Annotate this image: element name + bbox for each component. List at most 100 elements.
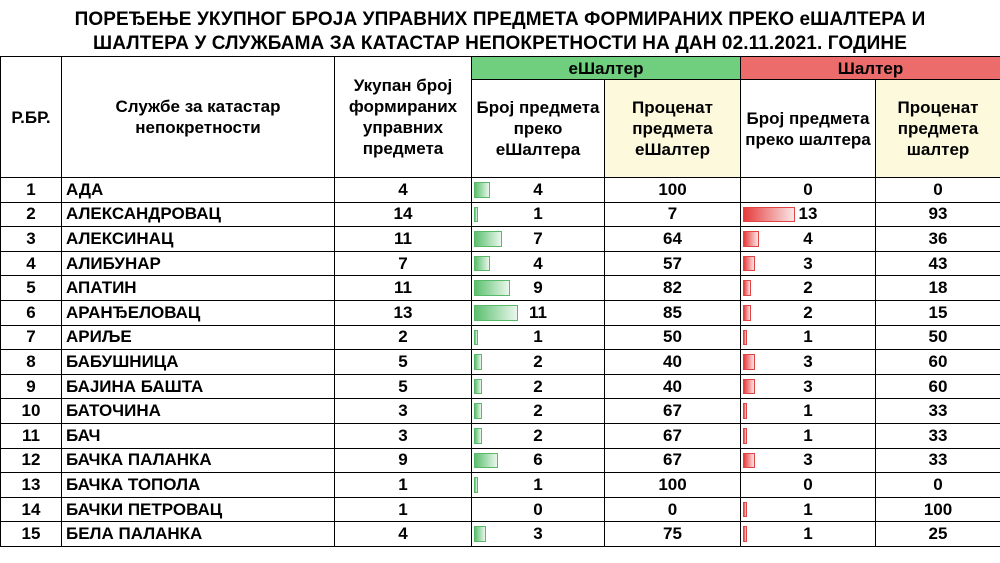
table-row: 13 БАЧКА ТОПОЛА 1 1 100 0 0 [0,472,1000,498]
eshalter-percent: 67 [604,447,741,474]
shalter-data-bar [743,329,747,346]
total-count: 13 [334,299,472,326]
eshalter-data-bar [474,378,482,395]
shalter-percent: 33 [874,422,1000,449]
shalter-count: 1 [740,521,876,547]
eshalter-count: 4 [471,177,605,203]
eshalter-count: 2 [471,398,605,424]
row-number: 8 [0,349,62,375]
shalter-count: 3 [740,373,876,400]
eshalter-count: 1 [471,201,605,228]
row-number: 6 [0,299,62,326]
eshalter-percent: 67 [604,422,741,449]
office-name: БАТОЧИНА [61,398,335,424]
header-s-percent: Проценат предмета шалтер [874,79,1000,178]
shalter-count: 3 [740,349,876,375]
cell-value: 3 [803,253,813,273]
shalter-data-bar [743,354,755,370]
shalter-percent: 60 [874,349,1000,375]
shalter-percent: 33 [874,447,1000,474]
shalter-data-bar [743,255,755,272]
cell-value: 4 [533,253,543,273]
shalter-count: 4 [740,226,876,252]
eshalter-percent: 100 [604,177,741,203]
total-count: 1 [334,496,472,523]
table-row: 9 БАЈИНА БАШТА 5 2 40 3 60 [0,373,1000,400]
shalter-count: 3 [740,250,876,277]
cell-value: 1 [803,327,813,347]
row-number: 2 [0,201,62,228]
table-row: 15 БЕЛА ПАЛАНКА 4 3 75 1 25 [0,521,1000,547]
total-count: 4 [334,177,472,203]
eshalter-percent: 75 [604,521,741,547]
shalter-data-bar [743,280,751,296]
cell-value: 7 [533,228,543,248]
total-count: 5 [334,349,472,375]
table-row: 10 БАТОЧИНА 3 2 67 1 33 [0,398,1000,424]
eshalter-percent: 67 [604,398,741,424]
table-row: 14 БАЧКИ ПЕТРОВАЦ 1 0 0 1 100 [0,496,1000,523]
eshalter-count: 2 [471,349,605,375]
shalter-data-bar [743,427,747,444]
row-number: 4 [0,250,62,277]
cell-value: 2 [533,351,543,371]
eshalter-data-bar [474,182,490,198]
cell-value: 0 [533,499,543,519]
table-row: 1 АДА 4 4 100 0 0 [0,177,1000,203]
eshalter-percent: 57 [604,250,741,277]
shalter-data-bar [743,206,795,223]
eshalter-percent: 40 [604,373,741,400]
office-name: БАБУШНИЦА [61,349,335,375]
header-e-count: Број предмета преко еШалтера [471,79,605,178]
row-number: 12 [0,447,62,474]
eshalter-data-bar [474,329,478,346]
eshalter-count: 0 [471,496,605,523]
cell-value: 2 [533,401,543,421]
row-number: 7 [0,324,62,351]
shalter-count: 1 [740,324,876,351]
eshalter-count: 4 [471,250,605,277]
table-body: 1 АДА 4 4 100 0 0 2 АЛЕКСАНДРОВАЦ 14 1 7 13 93 3 АЛЕКСИ… [0,177,1000,547]
header-rbr: Р.БР. [0,56,62,178]
table-row: 11 БАЧ 3 2 67 1 33 [0,422,1000,449]
row-number: 1 [0,177,62,203]
header-total: Укупан број формираних управних предмета [334,56,472,178]
shalter-data-bar [743,452,755,469]
cell-value: 1 [803,401,813,421]
total-count: 14 [334,201,472,228]
office-name: АЛИБУНАР [61,250,335,277]
header-group-eshalter: еШалтер [471,56,741,80]
office-name: АДА [61,177,335,203]
eshalter-count: 9 [471,275,605,301]
eshalter-data-bar [474,526,486,542]
shalter-count: 2 [740,299,876,326]
office-name: БАЈИНА БАШТА [61,373,335,400]
shalter-count: 2 [740,275,876,301]
cell-value: 2 [803,302,813,322]
office-name: АПАТИН [61,275,335,301]
cell-value: 11 [529,302,547,322]
shalter-data-bar [743,526,747,542]
eshalter-percent: 64 [604,226,741,252]
eshalter-data-bar [474,452,498,469]
cell-value: 1 [533,474,543,494]
cell-value: 0 [803,179,813,199]
header-office: Службе за катастар непокретности [61,56,335,178]
cell-value: 2 [533,376,543,396]
title-line-1: ПОРЕЂЕЊЕ УКУПНОГ БРОЈА УПРАВНИХ ПРЕДМЕТА… [74,9,926,30]
eshalter-percent: 7 [604,201,741,228]
table-row: 8 БАБУШНИЦА 5 2 40 3 60 [0,349,1000,375]
shalter-data-bar [743,378,755,395]
total-count: 9 [334,447,472,474]
total-count: 5 [334,373,472,400]
eshalter-percent: 40 [604,349,741,375]
table-row: 5 АПАТИН 11 9 82 2 18 [0,275,1000,301]
eshalter-data-bar [474,280,510,296]
cell-value: 2 [533,425,543,445]
cell-value: 4 [533,179,543,199]
eshalter-count: 2 [471,373,605,400]
eshalter-data-bar [474,403,482,419]
cell-value: 1 [533,204,543,224]
office-name: БАЧ [61,422,335,449]
eshalter-percent: 0 [604,496,741,523]
